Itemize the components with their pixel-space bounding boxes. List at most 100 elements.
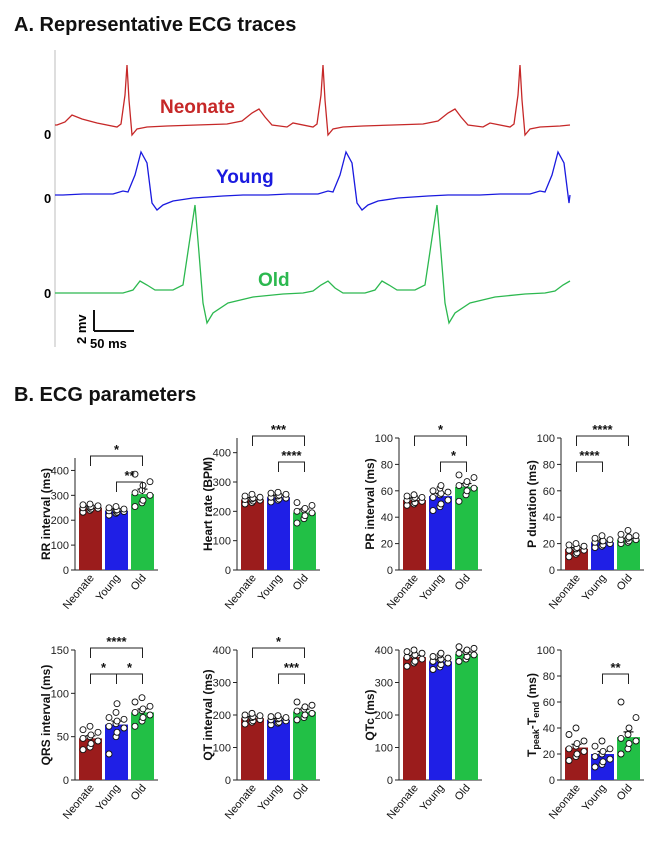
significance-bracket <box>440 461 467 472</box>
data-point <box>282 714 290 722</box>
bar-young <box>267 719 290 780</box>
data-point <box>308 502 316 509</box>
data-point <box>308 509 316 517</box>
y-tick-label: 0 <box>225 565 231 577</box>
neonate-baseline-zero: 0 <box>44 127 51 142</box>
category-label: Young <box>418 782 447 813</box>
data-point <box>617 698 625 706</box>
y-tick-label: 0 <box>225 775 231 787</box>
y-tick-label: 200 <box>213 710 231 722</box>
data-point <box>293 716 301 724</box>
y-tick-label: 60 <box>543 486 555 498</box>
data-point <box>437 482 445 489</box>
data-point <box>624 526 632 534</box>
data-point <box>87 740 95 748</box>
data-point <box>308 709 316 717</box>
data-point <box>293 507 301 515</box>
data-point <box>131 489 139 497</box>
data-point <box>301 512 309 520</box>
data-point <box>79 746 87 754</box>
data-point <box>267 713 275 721</box>
significance-bracket <box>116 481 143 492</box>
time-scale-label: 50 ms <box>90 336 127 351</box>
y-axis-label: QT interval (ms) <box>201 669 215 760</box>
bar-old <box>455 486 478 570</box>
data-point <box>146 478 154 486</box>
category-label: Neonate <box>223 782 259 822</box>
y-tick-label: 60 <box>381 486 393 498</box>
data-point <box>274 712 282 720</box>
data-point <box>470 651 478 659</box>
y-tick-label: 0 <box>387 775 393 787</box>
data-point <box>429 493 437 501</box>
data-point <box>455 471 463 479</box>
data-point <box>94 737 102 745</box>
data-point <box>418 655 426 663</box>
bar-neonate <box>79 507 102 570</box>
data-point <box>308 701 316 709</box>
data-point <box>301 703 309 711</box>
y-tick-label: 0 <box>549 775 555 787</box>
bar-neonate <box>403 657 426 780</box>
pr-interval-chart: 0 20 40 60 80 100 PR interval (ms) NeonateYoung… <box>363 422 482 612</box>
y-tick-label: 80 <box>543 459 555 471</box>
significance-label: **** <box>281 448 302 463</box>
data-point <box>565 731 573 738</box>
y-tick-label: 100 <box>51 540 69 552</box>
y-tick-label: 0 <box>63 565 69 577</box>
y-tick-label: 100 <box>537 645 555 657</box>
data-point <box>105 504 113 512</box>
y-tick-label: 80 <box>381 459 393 471</box>
y-tick-label: 40 <box>543 723 555 735</box>
category-label: Neonate <box>547 782 583 822</box>
significance-label: *** <box>271 422 287 437</box>
data-point <box>94 728 102 736</box>
section-b-title: B. ECG parameters <box>14 384 197 406</box>
y-tick-label: 0 <box>63 775 69 787</box>
y-tick-label: 40 <box>543 512 555 524</box>
data-point <box>573 740 581 748</box>
data-point <box>105 722 113 730</box>
data-point <box>131 722 139 730</box>
bar-old <box>617 737 640 780</box>
data-point <box>248 490 256 498</box>
y-tick-label: 300 <box>375 678 393 690</box>
data-point <box>146 491 154 499</box>
voltage-scale-label: 2 mv <box>74 314 89 344</box>
category-label: Neonate <box>61 782 97 822</box>
y-tick-label: 20 <box>543 539 555 551</box>
data-point <box>301 711 309 719</box>
data-point <box>606 536 614 544</box>
bar-old <box>131 494 154 570</box>
data-point <box>565 757 573 764</box>
data-point <box>437 649 445 657</box>
data-point <box>403 662 411 670</box>
data-point <box>139 714 147 722</box>
category-label: Neonate <box>223 572 259 612</box>
category-label: Old <box>129 572 149 593</box>
y-tick-label: 200 <box>51 515 69 527</box>
data-point <box>606 745 614 753</box>
data-point <box>591 753 599 761</box>
data-point <box>429 666 437 673</box>
bar-young <box>429 661 452 780</box>
data-point <box>120 715 128 723</box>
category-label: Young <box>256 782 285 813</box>
bar-old <box>455 653 478 780</box>
category-label: Young <box>418 572 447 603</box>
data-point <box>293 707 301 715</box>
data-point <box>573 750 581 758</box>
data-point <box>256 712 264 720</box>
significance-label: * <box>114 442 120 457</box>
data-point <box>105 714 113 722</box>
data-point <box>455 643 463 651</box>
data-point <box>565 541 573 549</box>
data-point <box>146 702 154 710</box>
significance-label: * <box>451 448 457 463</box>
category-label: Old <box>291 782 311 803</box>
significance-bracket <box>252 435 305 446</box>
